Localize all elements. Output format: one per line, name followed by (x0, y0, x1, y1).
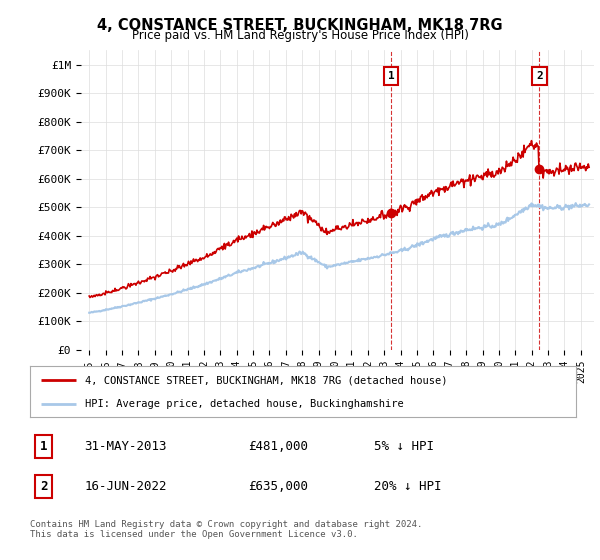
Text: 2: 2 (40, 480, 47, 493)
Text: 1: 1 (40, 440, 47, 453)
Text: 4, CONSTANCE STREET, BUCKINGHAM, MK18 7RG (detached house): 4, CONSTANCE STREET, BUCKINGHAM, MK18 7R… (85, 375, 447, 385)
Text: 16-JUN-2022: 16-JUN-2022 (85, 480, 167, 493)
Text: 20% ↓ HPI: 20% ↓ HPI (374, 480, 442, 493)
Text: £635,000: £635,000 (248, 480, 308, 493)
Text: £481,000: £481,000 (248, 440, 308, 453)
Text: 31-MAY-2013: 31-MAY-2013 (85, 440, 167, 453)
Text: Contains HM Land Registry data © Crown copyright and database right 2024.
This d: Contains HM Land Registry data © Crown c… (30, 520, 422, 539)
Text: 4, CONSTANCE STREET, BUCKINGHAM, MK18 7RG: 4, CONSTANCE STREET, BUCKINGHAM, MK18 7R… (97, 18, 503, 33)
Text: HPI: Average price, detached house, Buckinghamshire: HPI: Average price, detached house, Buck… (85, 399, 403, 409)
Text: 2: 2 (536, 71, 542, 81)
Text: 5% ↓ HPI: 5% ↓ HPI (374, 440, 434, 453)
Text: Price paid vs. HM Land Registry's House Price Index (HPI): Price paid vs. HM Land Registry's House … (131, 29, 469, 42)
Text: 1: 1 (388, 71, 394, 81)
